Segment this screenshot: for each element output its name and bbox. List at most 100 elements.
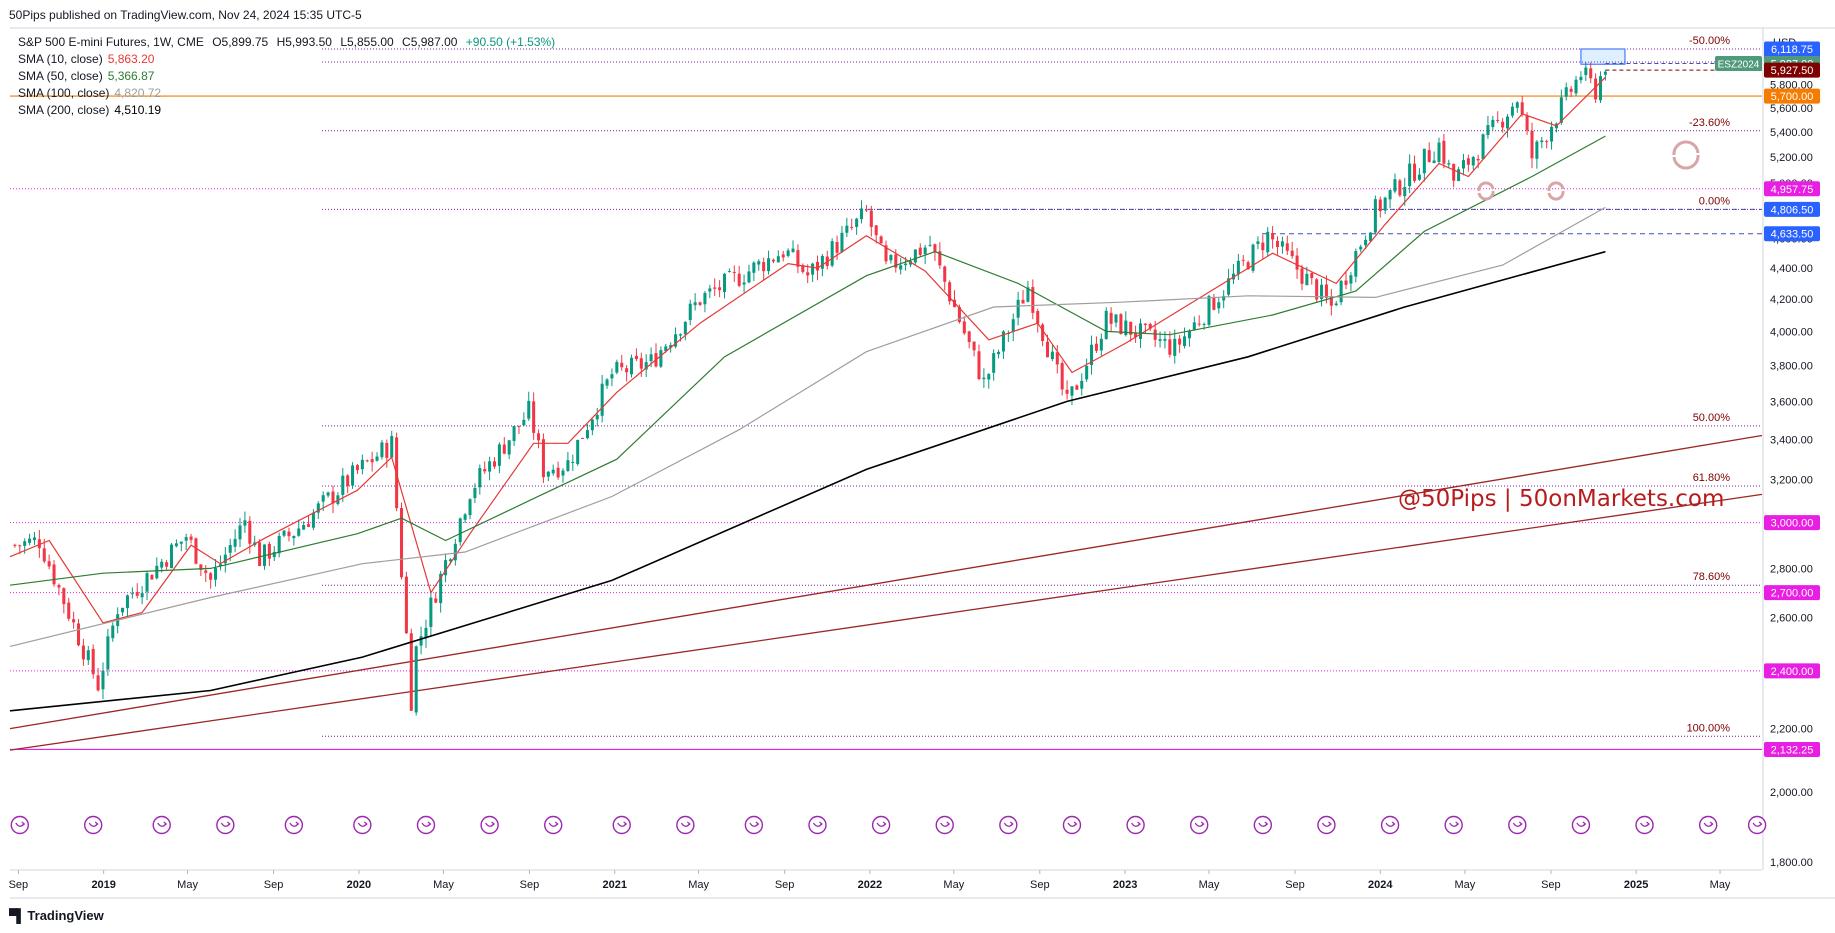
y-tick-label: 3,400.00 [1770, 434, 1813, 446]
candle [258, 539, 262, 567]
candle [1290, 241, 1294, 259]
candle [1266, 227, 1270, 256]
candle-body [233, 538, 237, 547]
candle [429, 592, 433, 637]
candle [869, 205, 873, 237]
candle-body [600, 383, 604, 416]
event-marker-icon [612, 815, 631, 835]
event-marker-icon [83, 815, 103, 835]
candle-body [160, 561, 164, 568]
candle [96, 667, 100, 692]
event-arrow [1009, 821, 1014, 827]
candle-body [1197, 323, 1201, 325]
candle [1471, 155, 1475, 170]
event-circle [416, 815, 436, 835]
candle-body [1324, 284, 1328, 298]
axis-tag-bg [1764, 41, 1820, 57]
candle [1045, 334, 1050, 358]
candle-body [884, 245, 888, 262]
candle-body [277, 535, 281, 554]
candle [307, 515, 311, 528]
candle [1085, 358, 1089, 382]
candle-body [517, 425, 521, 427]
legend-sma-100[interactable]: SMA (100, close) 4,820.72 [18, 85, 555, 102]
axis-tag: 4,806.50 [1764, 201, 1820, 217]
candle-body [414, 646, 418, 713]
candle-body [713, 287, 717, 289]
event-circle [1698, 815, 1718, 835]
candle-body [1442, 140, 1446, 164]
sma-200-value: 4,510.19 [114, 103, 162, 117]
candle [1359, 244, 1363, 253]
candle [1383, 196, 1387, 214]
candle [1094, 336, 1098, 353]
candle-body [1437, 142, 1441, 162]
candle [282, 529, 286, 538]
y-tick-label: 3,600.00 [1770, 396, 1813, 408]
candle [1271, 226, 1275, 249]
candle-body [1187, 330, 1191, 339]
candle [615, 359, 619, 375]
candle [703, 291, 707, 313]
x-tick-label: 2021 [602, 879, 626, 891]
candle-body [674, 334, 678, 347]
candle-body [1466, 158, 1470, 165]
candle-body [571, 461, 575, 463]
fib-level-label: 61.80% [1693, 472, 1731, 484]
event-arrow [755, 821, 760, 827]
candle [566, 451, 570, 472]
axis-tag-label: 4,806.50 [1771, 204, 1814, 216]
candle [169, 542, 174, 569]
event-marker-icon [1062, 815, 1082, 835]
candle-body [537, 433, 541, 441]
refresh-icon [1477, 181, 1495, 201]
candle-body [977, 351, 981, 380]
candle [1432, 151, 1436, 164]
candle [1354, 248, 1358, 283]
candle-body [302, 525, 306, 530]
candle-body [512, 426, 516, 441]
footer-brand[interactable]: ▀▌ TradingView [9, 908, 104, 923]
candle-body [448, 559, 452, 562]
candle-body [928, 244, 932, 246]
candle-body [1138, 323, 1142, 339]
candle [1275, 236, 1280, 255]
candle [610, 368, 614, 387]
candle [1217, 297, 1221, 314]
candle [277, 532, 281, 558]
candle-body [184, 537, 188, 541]
candle [1026, 280, 1030, 303]
candle-body [1349, 275, 1353, 284]
candle-body [1099, 338, 1103, 351]
candle-body [150, 574, 154, 580]
candle-body [590, 419, 594, 431]
candle [923, 244, 927, 264]
legend-sma-200[interactable]: SMA (200, close) 4,510.19 [18, 102, 555, 119]
candle-body [1241, 259, 1245, 261]
y-tick-label: 3,200.00 [1770, 475, 1813, 487]
candle-body [1065, 389, 1069, 394]
candle [1070, 386, 1074, 406]
plot-area [10, 28, 1762, 870]
legend-sma-10[interactable]: SMA (10, close) 5,863.20 [18, 51, 555, 68]
candle-body [1320, 284, 1324, 299]
candle [1280, 236, 1284, 254]
legend-sma-50[interactable]: SMA (50, close) 5,366.87 [18, 68, 555, 85]
candle [830, 238, 834, 268]
x-tick-label: 2025 [1624, 879, 1648, 891]
candle-body [32, 537, 36, 541]
x-tick-label: 2023 [1113, 879, 1137, 891]
candle [727, 268, 731, 273]
candle [106, 628, 110, 676]
y-tick-label: 2,200.00 [1770, 724, 1813, 736]
candle-body [1094, 343, 1098, 351]
candle-body [1021, 299, 1025, 304]
candle-body [1261, 242, 1265, 251]
candle [1457, 166, 1461, 182]
candle-body [806, 272, 810, 276]
event-arrow [1758, 821, 1763, 827]
candle-body [1496, 119, 1500, 121]
candle-body [111, 625, 115, 639]
candle-body [267, 543, 271, 559]
